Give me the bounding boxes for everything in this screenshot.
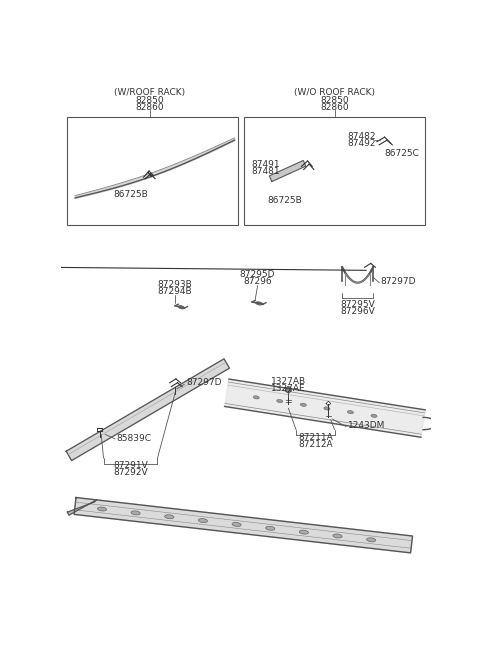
Ellipse shape xyxy=(333,534,342,538)
Text: 85839C: 85839C xyxy=(117,434,152,443)
Text: 86725B: 86725B xyxy=(267,196,302,205)
Ellipse shape xyxy=(265,527,275,531)
Text: 87297D: 87297D xyxy=(186,378,221,387)
Ellipse shape xyxy=(367,538,376,542)
Text: 1327AB: 1327AB xyxy=(271,377,306,386)
Ellipse shape xyxy=(371,414,377,417)
Text: 87297D: 87297D xyxy=(381,276,416,286)
Text: 87295D: 87295D xyxy=(240,271,276,280)
Polygon shape xyxy=(67,500,96,515)
Text: 87482: 87482 xyxy=(347,132,376,141)
Ellipse shape xyxy=(178,306,184,309)
Ellipse shape xyxy=(256,302,263,305)
Text: 82850: 82850 xyxy=(320,96,349,105)
Polygon shape xyxy=(225,379,425,438)
Text: 87296V: 87296V xyxy=(340,307,375,316)
Ellipse shape xyxy=(300,403,306,406)
Text: 82860: 82860 xyxy=(320,103,349,111)
Ellipse shape xyxy=(253,396,259,399)
Text: 87492: 87492 xyxy=(347,139,376,148)
Text: 87481: 87481 xyxy=(251,167,279,176)
Text: 87294B: 87294B xyxy=(158,287,192,295)
Ellipse shape xyxy=(276,400,283,403)
Text: 86725C: 86725C xyxy=(384,149,419,158)
Text: (W/ROOF RACK): (W/ROOF RACK) xyxy=(114,88,185,97)
Ellipse shape xyxy=(299,530,309,534)
Ellipse shape xyxy=(198,519,207,523)
Text: (W/O ROOF RACK): (W/O ROOF RACK) xyxy=(294,88,375,97)
Text: 87293B: 87293B xyxy=(158,280,192,289)
Ellipse shape xyxy=(131,511,140,515)
Text: 87291V: 87291V xyxy=(113,461,148,470)
Text: 87212A: 87212A xyxy=(298,440,333,449)
Ellipse shape xyxy=(324,407,330,410)
Text: 86725B: 86725B xyxy=(113,189,148,198)
Polygon shape xyxy=(74,498,412,553)
Bar xyxy=(67,117,238,225)
Bar xyxy=(244,117,425,225)
Ellipse shape xyxy=(165,515,174,519)
Text: 87211A: 87211A xyxy=(298,433,333,442)
Text: 82860: 82860 xyxy=(135,103,164,111)
Ellipse shape xyxy=(348,411,353,414)
Text: 87292V: 87292V xyxy=(113,468,148,477)
Polygon shape xyxy=(286,386,291,393)
Ellipse shape xyxy=(97,507,107,511)
Text: 82850: 82850 xyxy=(135,96,164,105)
Text: 1243DM: 1243DM xyxy=(348,421,385,430)
Text: 87295V: 87295V xyxy=(340,300,375,309)
Text: 87491: 87491 xyxy=(251,160,279,170)
Polygon shape xyxy=(269,160,306,181)
Text: 1327AE: 1327AE xyxy=(271,384,306,394)
Text: 87296: 87296 xyxy=(243,277,272,286)
Ellipse shape xyxy=(232,523,241,527)
Polygon shape xyxy=(66,359,229,460)
